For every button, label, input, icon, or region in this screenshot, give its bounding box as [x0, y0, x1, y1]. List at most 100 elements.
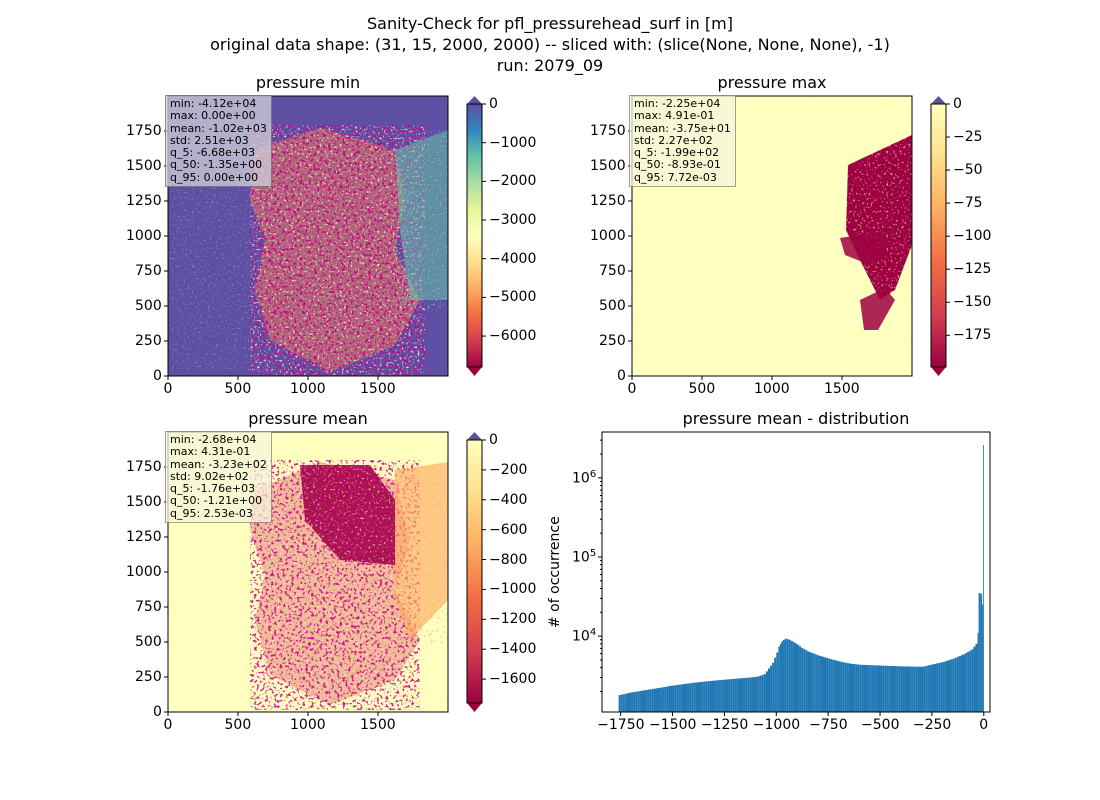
- ytick-label: 1000: [126, 564, 162, 580]
- histogram-bar: [711, 680, 715, 712]
- histogram-bar: [931, 664, 934, 712]
- colorbar-tick-label: −800: [489, 551, 528, 568]
- stats-line: q_50: -1.35e+00: [170, 158, 263, 172]
- histogram-bar: [753, 677, 756, 712]
- histogram-bar: [709, 680, 712, 712]
- stats-line: min: -2.25e+04: [634, 97, 721, 110]
- histogram-bar: [973, 646, 976, 712]
- stats-line: max: 4.31e-01: [170, 445, 251, 459]
- histogram-bar: [929, 664, 932, 712]
- ytick-label: 250: [135, 669, 162, 685]
- histogram-bar: [950, 659, 953, 712]
- colorbar-tick-label: 0: [489, 432, 498, 448]
- histogram-bar: [938, 662, 941, 712]
- histogram-bar: [873, 665, 876, 712]
- stats-line: std: 9.02e+02: [170, 469, 249, 483]
- colorbar-pressure-mean: [466, 432, 483, 712]
- histogram-bar: [967, 651, 970, 712]
- histogram-bar: [803, 649, 806, 712]
- histogram-bar: [767, 668, 771, 712]
- histogram-bar: [896, 666, 899, 712]
- histogram-bar: [900, 666, 903, 712]
- xtick-label: 0: [627, 381, 637, 397]
- ytick-label: 500: [135, 298, 162, 314]
- stats-line: q_50: -1.21e+00: [170, 494, 263, 508]
- title-pressure-mean-distribution: pressure mean - distribution: [682, 409, 910, 428]
- histogram-bar: [701, 681, 704, 712]
- histogram-bar: [781, 641, 784, 712]
- histogram-bar: [940, 662, 943, 712]
- ytick-label: 1000: [126, 228, 162, 244]
- colorbar-pressure-max: [930, 96, 947, 376]
- histogram-bar: [626, 693, 629, 712]
- figure-title-line-3: run: 2079_09: [496, 56, 604, 75]
- colorbar-tick-label: −1400: [489, 641, 537, 658]
- histogram-bar: [807, 651, 810, 712]
- histogram-bar: [983, 445, 984, 712]
- histogram-bar: [666, 686, 669, 712]
- colorbar-tick-label: −75: [953, 195, 983, 212]
- xtick-label: 1000: [290, 381, 326, 397]
- ytick-label: 500: [135, 634, 162, 650]
- histogram-bar: [776, 652, 779, 712]
- histogram-bar: [942, 662, 945, 712]
- histogram-bar: [927, 665, 930, 712]
- colorbar-tick-label: −1600: [489, 671, 537, 688]
- xtick-label: 0: [163, 381, 173, 397]
- histogram-bar: [726, 679, 729, 712]
- ytick-label: 1500: [126, 494, 162, 510]
- histogram-bar: [830, 659, 833, 712]
- colorbar-tick-label: −400: [489, 491, 528, 508]
- histogram-bar: [890, 665, 893, 712]
- title-pressure-max: pressure max: [717, 73, 827, 92]
- colorbar-tick-label: 0: [489, 96, 498, 112]
- colorbar-tick-label: −25: [953, 129, 983, 146]
- colorbar-tick-label: −600: [489, 521, 528, 538]
- histogram-bar: [618, 695, 621, 712]
- histogram-bar: [902, 666, 905, 712]
- histogram-bar: [824, 657, 827, 712]
- histogram-bar: [836, 660, 839, 712]
- histogram-bar: [703, 681, 706, 712]
- histogram-bar: [732, 678, 735, 712]
- histogram-bar: [734, 678, 737, 712]
- histogram-ytick-label: 104: [572, 627, 597, 645]
- histogram-bar: [888, 665, 891, 712]
- histogram-bar: [898, 666, 901, 712]
- stats-line: q_95: 0.00e+00: [170, 170, 259, 184]
- histogram-bar: [620, 694, 623, 712]
- histogram-bar: [975, 643, 978, 712]
- histogram-bar: [707, 681, 710, 712]
- histogram-bar: [747, 677, 750, 712]
- histogram-bar: [749, 677, 752, 712]
- title-pressure-mean: pressure mean: [248, 409, 368, 428]
- ytick-label: 1750: [126, 459, 162, 475]
- histogram-bar: [861, 664, 864, 712]
- histogram-bar: [691, 682, 694, 712]
- histogram-bar: [925, 665, 928, 712]
- histogram-xtick-label: 0: [979, 717, 989, 733]
- colorbar-tick-label: −6000: [489, 328, 537, 345]
- histogram-bar: [978, 593, 981, 712]
- histogram-bar: [936, 663, 939, 712]
- histogram-bar: [799, 646, 802, 712]
- histogram-bar: [639, 690, 642, 712]
- histogram-bar: [794, 643, 798, 712]
- histogram-bar: [817, 655, 820, 712]
- xtick-label: 500: [224, 381, 252, 397]
- stats-line: std: 2.51e+03: [170, 133, 249, 147]
- histogram-bar: [622, 694, 625, 712]
- histogram-bar: [865, 664, 868, 712]
- histogram-bar: [853, 664, 856, 712]
- histogram-bar: [797, 644, 800, 712]
- histogram-bar: [826, 657, 829, 712]
- histogram-bar: [828, 658, 831, 712]
- xtick-label: 500: [224, 717, 252, 733]
- histogram-bar: [801, 647, 804, 712]
- colorbar-tick-label: −5000: [489, 289, 537, 306]
- histogram-bar: [684, 683, 688, 712]
- histogram-bar: [952, 658, 955, 712]
- stats-line: q_5: -1.99e+02: [634, 146, 720, 160]
- ytick-label: 1750: [590, 123, 626, 139]
- histogram-bar: [763, 674, 766, 712]
